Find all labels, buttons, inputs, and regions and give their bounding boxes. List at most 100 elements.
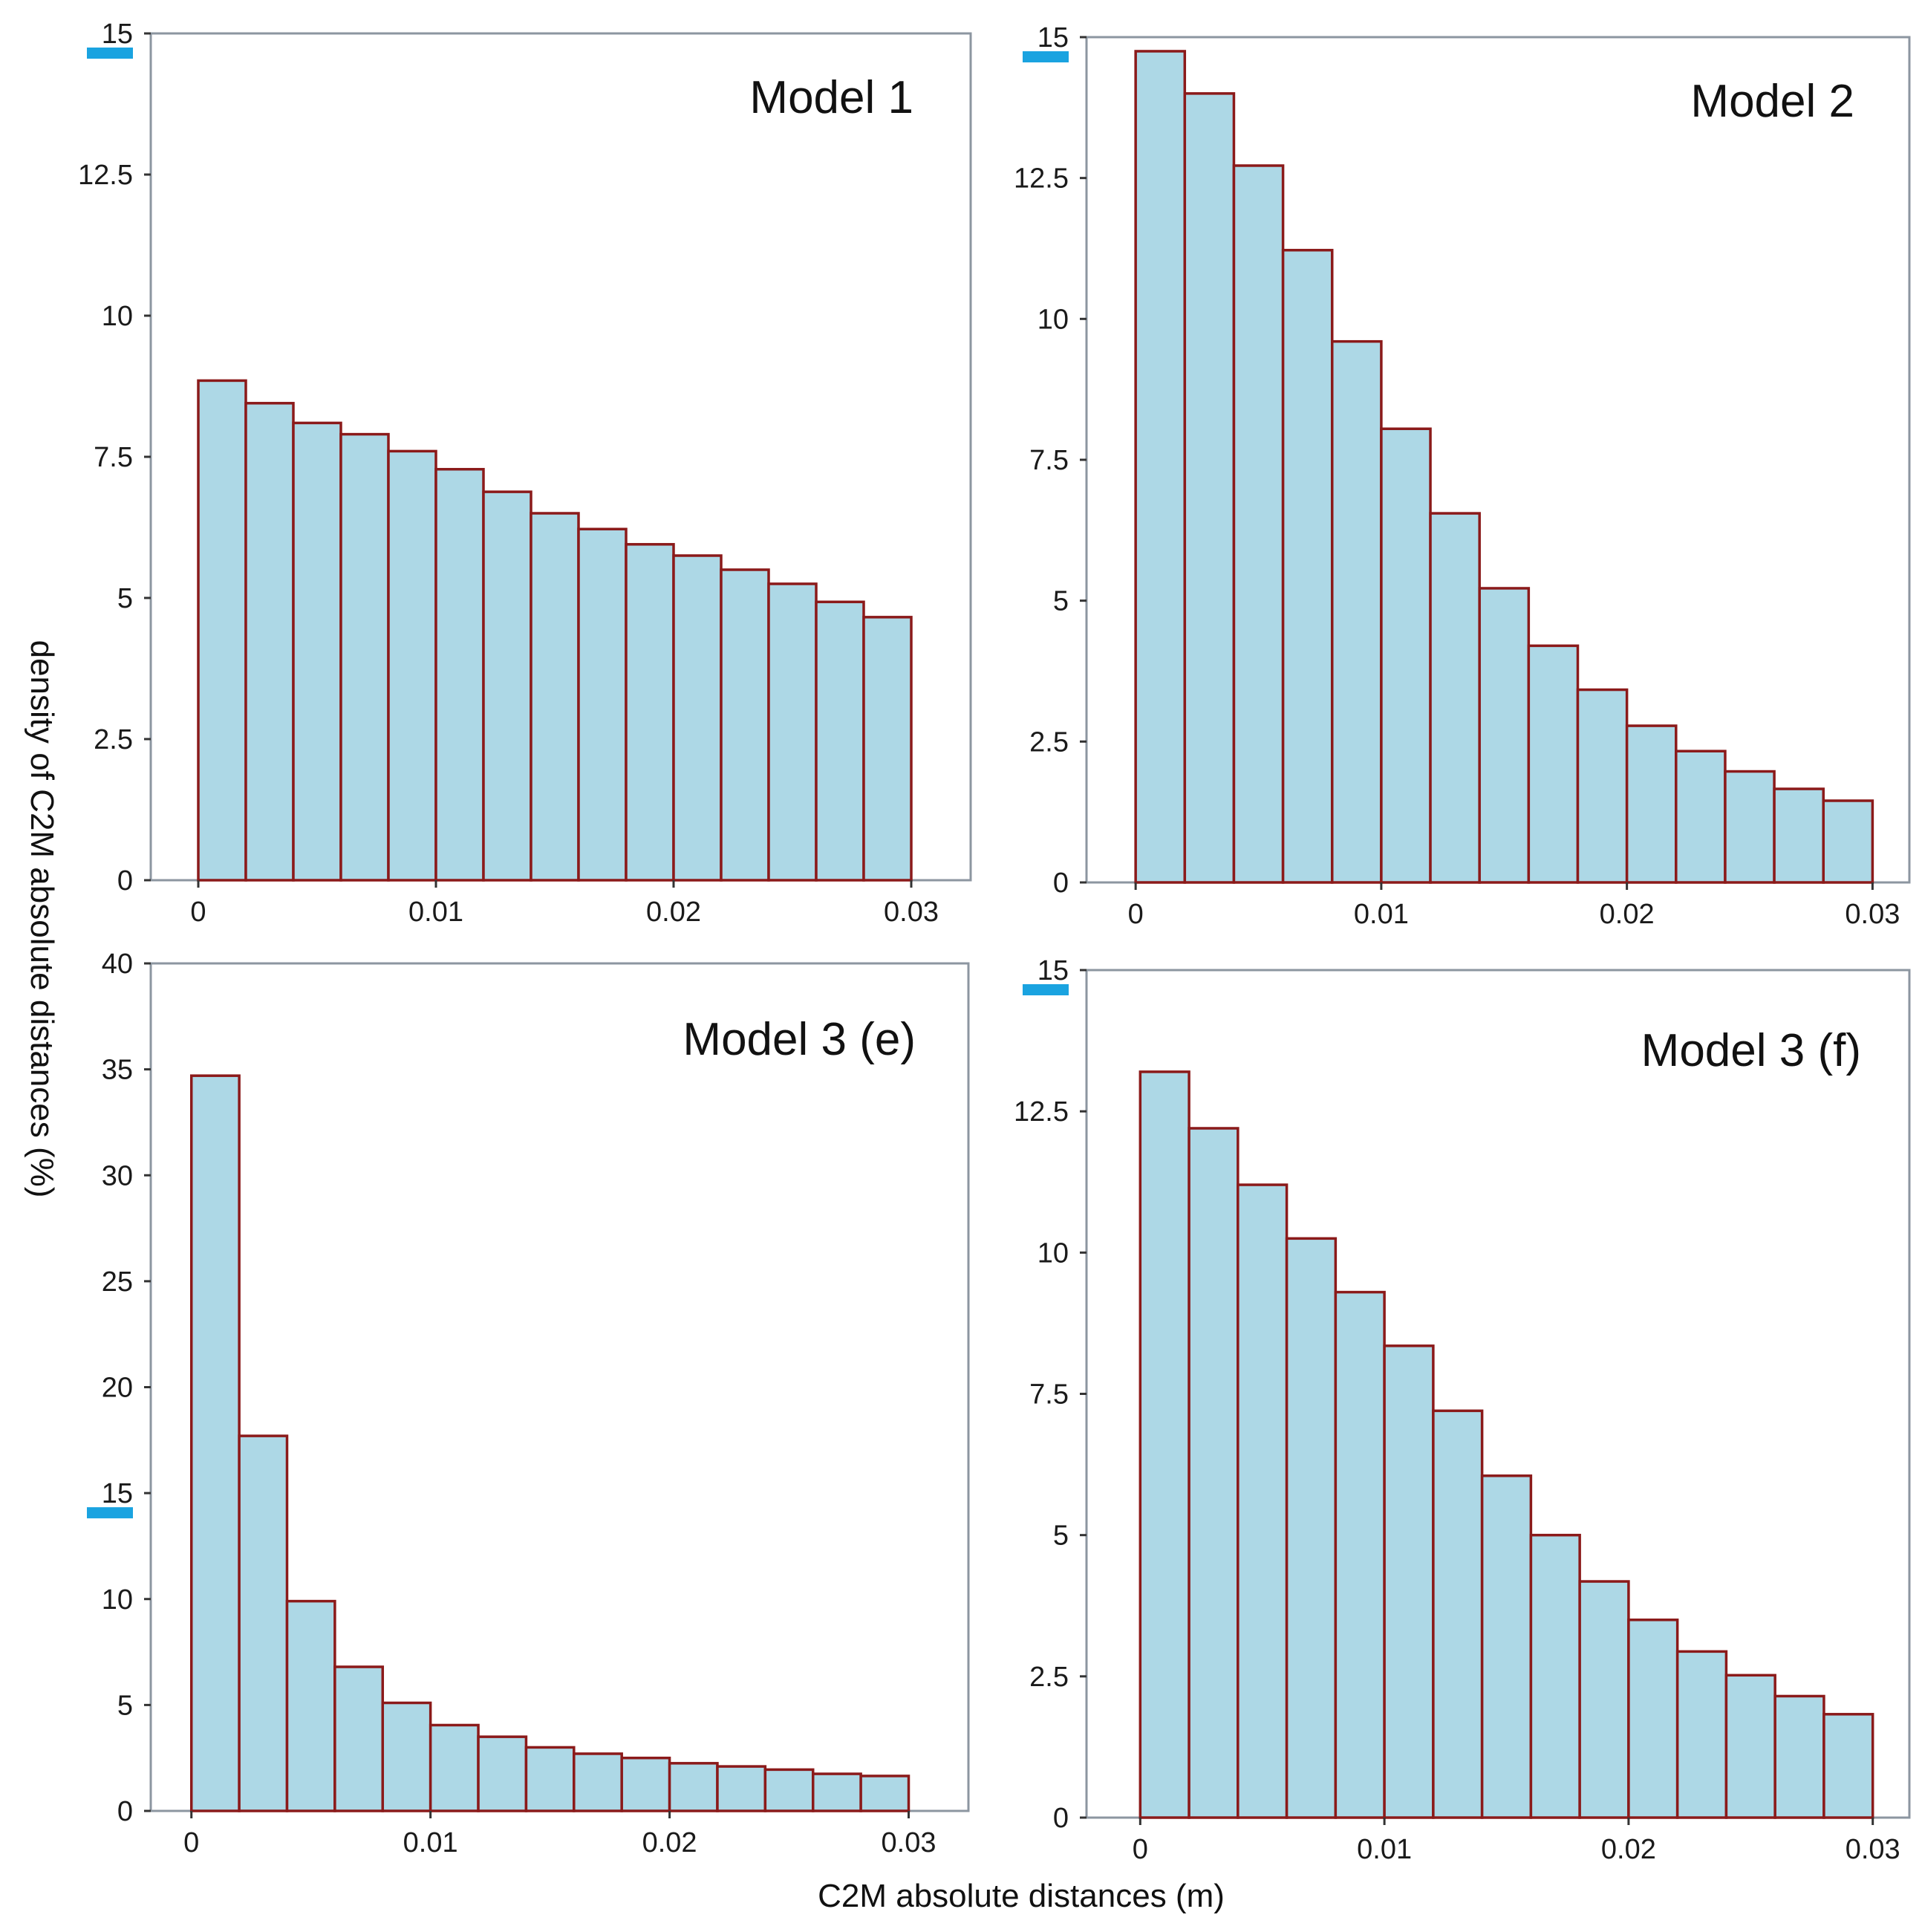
y-tick-label: 15: [102, 19, 133, 50]
histogram-bar: [292, 421, 342, 882]
histogram-bar: [1383, 1344, 1435, 1819]
histogram-bar: [1724, 1674, 1776, 1819]
histogram-bar: [387, 449, 437, 882]
y-tick-label: 25: [102, 1266, 133, 1298]
x-tick-label: 0.01: [408, 897, 463, 928]
y-tick-label: 7.5: [1029, 1379, 1069, 1411]
y-tick-label: 20: [102, 1373, 133, 1404]
y-tick-label: 12.5: [78, 160, 133, 191]
histogram-bar: [1188, 1127, 1239, 1819]
x-tick-label: 0: [190, 897, 206, 928]
histogram-bar: [339, 432, 390, 882]
panel-model-2: Model 2 0 2.5 5 7.5 10 12.5 15 0 0.01 0.02 0.03: [1014, 22, 1911, 930]
y-tick-label: 10: [102, 1584, 133, 1616]
highlight-marker: [1023, 984, 1069, 995]
histogram-bar: [1380, 427, 1432, 884]
histogram-bar: [1285, 1237, 1338, 1819]
x-tick-label: 0.01: [403, 1827, 458, 1858]
histogram-bar: [1822, 799, 1874, 884]
x-tick-label: 0: [1128, 899, 1144, 930]
histogram-bar: [1627, 1619, 1679, 1819]
x-axis-label: C2M absolute distances (m): [818, 1878, 1225, 1914]
histogram-bar: [285, 1599, 336, 1812]
x-tick-label: 0.02: [1601, 1834, 1656, 1865]
y-tick-label: 2.5: [1029, 726, 1069, 758]
histogram-bar: [811, 1772, 862, 1812]
histogram-bar: [524, 1746, 576, 1812]
histogram-bar: [482, 490, 532, 882]
y-tick-label: 12.5: [1014, 1096, 1069, 1128]
histogram-bar: [720, 568, 770, 882]
highlight-marker: [1023, 51, 1069, 62]
highlight-marker: [87, 1507, 133, 1519]
histogram-bar: [1480, 1474, 1533, 1819]
histogram-bar: [1281, 249, 1334, 884]
x-tick-label: 0.02: [1600, 899, 1655, 930]
histogram-bar: [672, 554, 723, 882]
y-tick-label: 30: [102, 1160, 133, 1191]
histogram-bar: [1675, 1650, 1728, 1819]
y-tick-label: 7.5: [1029, 445, 1069, 476]
histogram-bar: [859, 1775, 910, 1812]
histogram-bar: [862, 616, 913, 882]
y-tick-label: 0: [117, 865, 133, 897]
histogram-bar: [1773, 787, 1825, 884]
panel-model-1: Model 1 0 2.5 5 7.5 10 12.5 15 0 0.01 0.02 0.03: [78, 19, 972, 928]
histogram-bar: [763, 1768, 815, 1812]
histogram-bar: [1773, 1694, 1825, 1819]
x-tick-label: 0.01: [1354, 899, 1409, 930]
histogram-bar: [429, 1723, 480, 1812]
histogram-bar: [1675, 749, 1727, 884]
histogram-bar: [1527, 644, 1580, 884]
histogram-bar: [189, 1074, 241, 1812]
histogram-bar: [1478, 587, 1531, 884]
x-tick-label: 0.03: [1845, 899, 1900, 930]
y-tick-label: 12.5: [1014, 163, 1069, 195]
histogram-bar: [815, 600, 865, 882]
histogram-bar: [1237, 1183, 1289, 1819]
histogram-bar: [1429, 512, 1481, 884]
x-tick-label: 0.02: [646, 897, 701, 928]
x-tick-label: 0: [183, 1827, 199, 1858]
y-tick-label: 0: [117, 1796, 133, 1827]
histogram-bar: [1134, 50, 1187, 884]
y-tick-label: 10: [102, 301, 133, 332]
histogram-bar: [238, 1434, 289, 1812]
histogram-bar: [1232, 164, 1285, 884]
histogram-bar: [434, 467, 485, 882]
panel-model-3f: Model 3 (f) 0 2.5 5 7.5 10 12.5 15 0 0.01 0.02 0.0…: [1014, 955, 1911, 1865]
y-tick-label: 10: [1037, 1237, 1069, 1269]
histogram-bar: [1822, 1713, 1874, 1819]
x-tick-label: 0.03: [884, 897, 939, 928]
histogram-bar: [1578, 1580, 1630, 1819]
x-tick-label: 0.03: [882, 1827, 936, 1858]
y-tick-label: 7.5: [94, 442, 133, 473]
x-tick-label: 0.01: [1357, 1834, 1412, 1865]
histogram-bar: [1183, 92, 1236, 884]
histogram-bar: [1724, 770, 1776, 884]
y-tick-label: 5: [117, 583, 133, 614]
y-tick-label: 2.5: [1029, 1662, 1069, 1693]
panel-title: Model 3 (e): [683, 1014, 916, 1065]
y-tick-label: 2.5: [94, 724, 133, 755]
histogram-bar: [381, 1701, 432, 1812]
y-tick-label: 10: [1037, 304, 1069, 335]
panel-model-3e: Model 3 (e) 0 5 10 15 20 25 30 35 40 0 0.01 0.02 0.0…: [87, 949, 970, 1858]
x-tick-label: 0.03: [1846, 1834, 1900, 1865]
histogram-bar: [1529, 1533, 1581, 1819]
panel-title: Model 1: [749, 72, 913, 123]
histogram-bar: [1625, 724, 1678, 884]
histogram-bar: [577, 527, 628, 882]
histogram-bar: [1432, 1409, 1484, 1819]
histogram-bar: [244, 402, 295, 882]
histogram-bar: [197, 379, 247, 882]
histogram-bar: [625, 543, 675, 882]
histogram-bar: [477, 1735, 528, 1812]
histogram-bar: [1330, 339, 1383, 884]
y-tick-label: 0: [1053, 868, 1069, 899]
highlight-marker: [87, 48, 133, 59]
histogram-bar: [668, 1762, 719, 1812]
y-tick-label: 15: [1037, 22, 1069, 53]
y-tick-label: 5: [1053, 586, 1069, 617]
histogram-bar: [573, 1752, 623, 1812]
